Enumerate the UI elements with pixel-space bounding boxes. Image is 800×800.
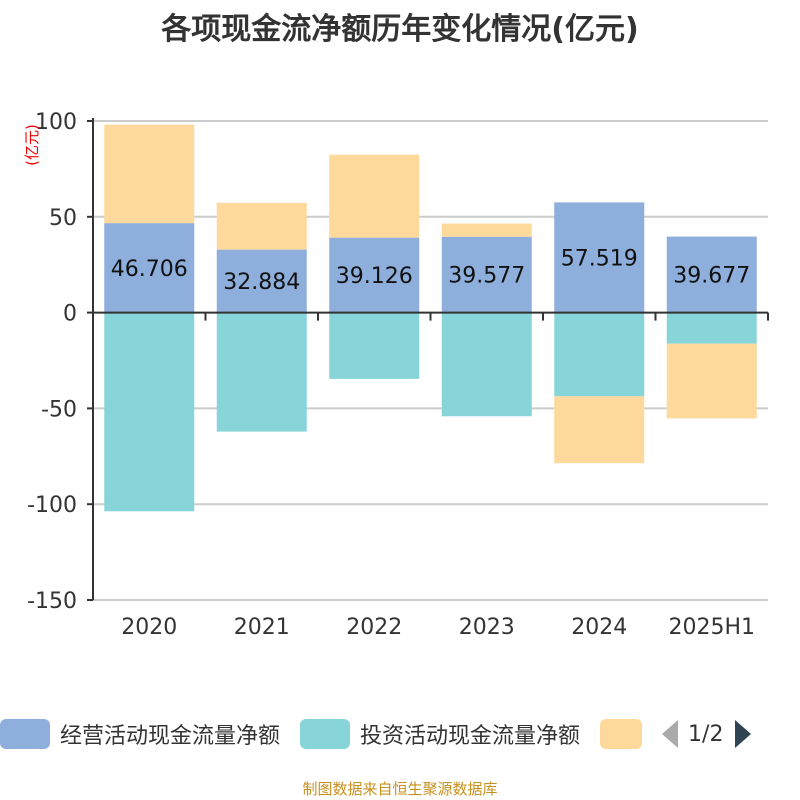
bar-segment xyxy=(666,343,757,419)
legend-label: 投资活动现金流量净额 xyxy=(360,724,581,749)
bar-segment xyxy=(104,124,195,224)
legend-label: 经营活动现金流量净额 xyxy=(60,724,281,749)
legend-item-investing[interactable]: 投资活动现金流量净额 xyxy=(300,718,580,750)
bar-segment xyxy=(329,237,420,313)
bar-segment xyxy=(666,312,757,344)
data-label: 57.519 xyxy=(561,246,638,271)
legend-item-third[interactable] xyxy=(600,719,643,749)
bar-segment xyxy=(329,154,420,238)
bar-segment xyxy=(441,223,532,237)
bar-segment xyxy=(216,249,307,313)
legend-next-icon[interactable] xyxy=(735,720,752,748)
data-label: 39.677 xyxy=(673,264,750,289)
legend-page: 1/2 xyxy=(688,721,724,747)
legend-swatch xyxy=(300,719,351,749)
x-tick-label: 2025H1 xyxy=(668,615,755,640)
x-tick-label: 2024 xyxy=(571,615,627,640)
bar-segment xyxy=(216,202,307,250)
bar-segment xyxy=(104,223,195,313)
bar-segment xyxy=(441,312,532,417)
y-tick-label: 100 xyxy=(35,110,77,135)
y-tick-label: -50 xyxy=(41,397,77,422)
x-tick-label: 2023 xyxy=(459,615,515,640)
bar-segment xyxy=(104,312,195,512)
legend: 经营活动现金流量净额 投资活动现金流量净额 1/2 xyxy=(0,718,752,750)
legend-swatch xyxy=(0,719,50,749)
bar-segment xyxy=(216,312,307,432)
data-label: 46.706 xyxy=(111,257,188,282)
bar-segment xyxy=(441,236,532,313)
source-footer: 制图数据来自恒生聚源数据库 xyxy=(302,780,498,798)
x-tick-label: 2022 xyxy=(346,615,402,640)
chart-plot: 100 50 0 -50 -100 -150 (亿元) 46.706 2020 32.884 202… xyxy=(23,110,769,640)
legend-item-operating[interactable]: 经营活动现金流量净额 xyxy=(0,718,280,750)
x-tick-label: 2020 xyxy=(121,615,177,640)
y-tick-label: 0 xyxy=(63,302,77,327)
bar-segment xyxy=(666,236,757,313)
bar-segment xyxy=(554,202,645,313)
bar-segment xyxy=(554,312,645,397)
y-tick-label: -150 xyxy=(27,589,77,614)
chart-title: 各项现金流净额历年变化情况(亿元) xyxy=(161,12,639,47)
data-label: 32.884 xyxy=(223,270,300,295)
bar-segment xyxy=(554,396,645,464)
legend-prev-icon[interactable] xyxy=(662,720,679,748)
x-tick-label: 2021 xyxy=(234,615,290,640)
bar-segment xyxy=(329,312,420,379)
data-label: 39.126 xyxy=(336,264,413,289)
y-axis-label: (亿元) xyxy=(23,124,41,166)
y-tick-label: -100 xyxy=(27,493,77,518)
y-tick-label: 50 xyxy=(49,206,77,231)
legend-swatch xyxy=(600,719,643,749)
data-label: 39.577 xyxy=(448,264,525,289)
